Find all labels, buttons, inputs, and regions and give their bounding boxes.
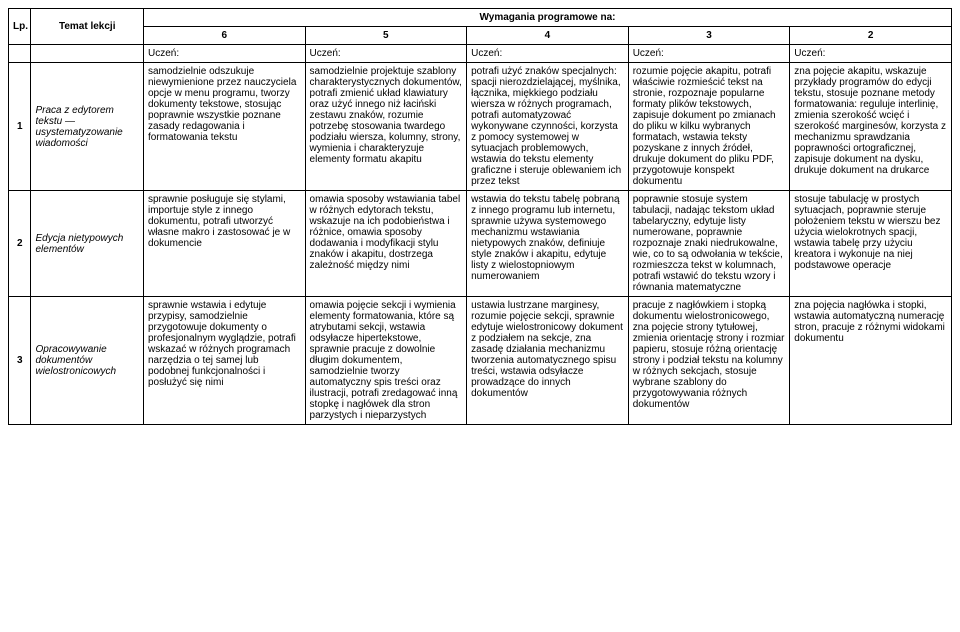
header-temat: Temat lekcji: [31, 9, 143, 45]
row-temat: Edycja nietypowych elementów: [31, 191, 143, 297]
row-temat: Opracowywanie dokumentów wielostronicowy…: [31, 297, 143, 425]
header-grade-5: 5: [305, 27, 467, 45]
cell-grade-4: potrafi użyć znaków specjalnych: spacji …: [467, 63, 629, 191]
row-temat: Praca z edytorem tekstu — usystematyzowa…: [31, 63, 143, 191]
table-row: 2 Edycja nietypowych elementów sprawnie …: [9, 191, 952, 297]
cell-grade-2: stosuje tabulację w prostych sytuacjach,…: [790, 191, 952, 297]
cell-grade-4: wstawia do tekstu tabelę pobraną z inneg…: [467, 191, 629, 297]
cell-grade-6: samodzielnie odszukuje niewymienione prz…: [143, 63, 305, 191]
header-wymagania: Wymagania programowe na:: [143, 9, 951, 27]
cell-grade-5: omawia pojęcie sekcji i wymienia element…: [305, 297, 467, 425]
header-grade-6: 6: [143, 27, 305, 45]
uczen-label: Uczeń:: [305, 45, 467, 63]
table-row: 1 Praca z edytorem tekstu — usystematyzo…: [9, 63, 952, 191]
row-lp: 3: [9, 297, 31, 425]
cell-grade-6: sprawnie posługuje się stylami, importuj…: [143, 191, 305, 297]
blank-cell: [31, 45, 143, 63]
header-lp: Lp.: [9, 9, 31, 45]
header-grade-4: 4: [467, 27, 629, 45]
blank-cell: [9, 45, 31, 63]
uczen-label: Uczeń:: [143, 45, 305, 63]
cell-grade-6: sprawnie wstawia i edytuje przypisy, sam…: [143, 297, 305, 425]
uczen-label: Uczeń:: [628, 45, 790, 63]
curriculum-table: Lp. Temat lekcji Wymagania programowe na…: [8, 8, 952, 425]
row-lp: 2: [9, 191, 31, 297]
header-grade-3: 3: [628, 27, 790, 45]
cell-grade-5: omawia sposoby wstawiania tabel w różnyc…: [305, 191, 467, 297]
cell-grade-3: poprawnie stosuje system tabulacji, nada…: [628, 191, 790, 297]
cell-grade-5: samodzielnie projektuje szablony charakt…: [305, 63, 467, 191]
uczen-label: Uczeń:: [790, 45, 952, 63]
uczen-label: Uczeń:: [467, 45, 629, 63]
cell-grade-2: zna pojęcie akapitu, wskazuje przykłady …: [790, 63, 952, 191]
header-grade-2: 2: [790, 27, 952, 45]
row-lp: 1: [9, 63, 31, 191]
cell-grade-4: ustawia lustrzane marginesy, rozumie poj…: [467, 297, 629, 425]
cell-grade-3: rozumie pojęcie akapitu, potrafi właściw…: [628, 63, 790, 191]
cell-grade-3: pracuje z nagłówkiem i stopką dokumentu …: [628, 297, 790, 425]
cell-grade-2: zna pojęcia nagłówka i stopki, wstawia a…: [790, 297, 952, 425]
table-row: 3 Opracowywanie dokumentów wielostronico…: [9, 297, 952, 425]
